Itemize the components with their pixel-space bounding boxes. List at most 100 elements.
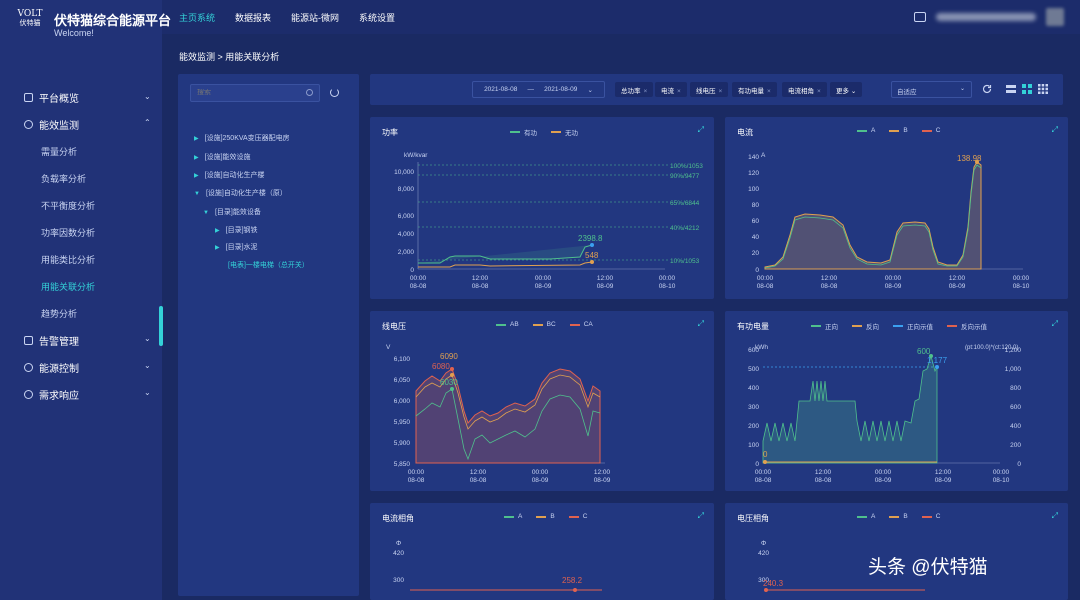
close-icon[interactable]: × (643, 88, 648, 95)
sidebar-sub-demand[interactable]: 需量分析 (41, 147, 78, 157)
legend-item[interactable]: A (857, 513, 875, 520)
close-icon[interactable]: × (767, 88, 771, 95)
legend-item[interactable]: 正向示值 (893, 321, 933, 331)
chevron-down-icon[interactable]: ⌄ (144, 92, 151, 101)
search-input[interactable] (197, 89, 297, 96)
sidebar-item-alarm[interactable]: 告警管理 (24, 333, 79, 348)
legend-item[interactable]: 有功 (510, 127, 537, 137)
x-tick: 00:00 (755, 469, 772, 476)
grid2-view-icon[interactable] (1022, 84, 1032, 94)
nav-home-system[interactable]: 主页系统 (179, 13, 216, 23)
y-tick: 2,000 (398, 249, 415, 256)
close-icon[interactable]: × (817, 88, 821, 95)
sidebar-item-energy-control[interactable]: 能源控制 (24, 360, 79, 375)
sidebar-sub-trend[interactable]: 趋势分析 (41, 309, 78, 319)
ref-label: 100%/1053 (670, 163, 703, 170)
metric-tag[interactable]: 电流相角 × (782, 82, 827, 97)
metric-tag[interactable]: 有功电量 × (732, 82, 777, 97)
y-tick: 140 (748, 154, 759, 161)
nav-data-report[interactable]: 数据报表 (235, 13, 272, 23)
caret-right-icon: ▶ (215, 245, 220, 251)
x-tick: 08-08 (472, 283, 489, 290)
chevron-down-icon[interactable]: ⌄ (144, 361, 151, 370)
tree-node[interactable]: ▶ [设施]250KVA变压器配电房 (194, 135, 290, 142)
expand-icon[interactable]: ⤢ (697, 125, 704, 134)
chevron-down-icon: ⌄ (587, 86, 593, 94)
mode-select[interactable]: 自适应 ⌄ (891, 81, 972, 98)
grid3-view-icon[interactable] (1038, 84, 1048, 94)
legend-item[interactable]: 正向 (811, 321, 838, 331)
sidebar-item-efficiency[interactable]: 能效监测 (24, 117, 79, 132)
caret-right-icon: ▶ (194, 173, 199, 179)
close-icon[interactable]: × (677, 88, 681, 95)
tree-node[interactable]: ▼ [目录]能效设备 (203, 209, 261, 216)
panel-title: 电流 (737, 128, 753, 137)
expand-icon[interactable]: ⤢ (1051, 319, 1058, 328)
metric-tag[interactable]: 总功率 × (615, 82, 654, 97)
sidebar-sub-correlation[interactable]: 用能关联分析 (41, 282, 96, 292)
legend-item[interactable]: CA (569, 321, 593, 328)
sidebar-sub-imbalance[interactable]: 不平衡度分析 (41, 201, 96, 211)
tree-node[interactable]: ▶ [设施]自动化生产楼 (194, 172, 265, 179)
nav-system-settings[interactable]: 系统设置 (359, 13, 396, 23)
avatar[interactable] (1046, 8, 1064, 26)
user-name[interactable] (936, 13, 1036, 21)
tree-node[interactable]: ▶ [目录]钢铁 (215, 227, 258, 234)
nav-energy-station[interactable]: 能源站-微网 (291, 13, 340, 23)
chevron-down-icon[interactable]: ⌄ (144, 334, 151, 343)
legend-item[interactable]: A (857, 127, 875, 134)
legend-item[interactable]: C (568, 513, 587, 520)
legend-item[interactable]: BC (532, 321, 556, 328)
expand-icon[interactable]: ⤢ (1051, 125, 1058, 134)
close-icon[interactable]: × (718, 88, 723, 95)
metric-tag[interactable]: 线电压 × (690, 82, 729, 97)
legend-item[interactable]: C (921, 127, 940, 134)
legend-item[interactable]: 无功 (551, 127, 578, 137)
logo-area: VOLT 伏特猫 伏特猫综合能源平台 Welcome! (0, 0, 171, 60)
chevron-up-icon[interactable]: ⌃ (144, 118, 151, 127)
tree-node-selected[interactable]: [电表]一楼电梯（总开关） (228, 262, 309, 269)
message-icon[interactable] (914, 12, 926, 22)
sidebar-sub-load-rate[interactable]: 负载率分析 (41, 174, 87, 184)
legend-item[interactable]: B (536, 513, 555, 520)
y-tick-right: 200 (1010, 442, 1021, 449)
refresh-icon[interactable] (982, 84, 992, 94)
tree-node[interactable]: ▼ [设施]自动化生产楼（原） (194, 190, 287, 197)
sidebar-item-overview[interactable]: 平台概览 (24, 90, 79, 105)
expand-icon[interactable]: ⤢ (697, 319, 704, 328)
x-tick: 00:00 (659, 275, 676, 282)
sidebar-sub-comparison[interactable]: 用能类比分析 (41, 255, 96, 265)
expand-icon[interactable]: ⤢ (1051, 511, 1058, 520)
legend-item[interactable]: 反向示值 (947, 321, 987, 331)
x-tick: 08-08 (821, 283, 838, 290)
list-view-icon[interactable] (1006, 84, 1016, 94)
sidebar-item-demand-response[interactable]: 需求响应 (24, 387, 79, 402)
gauge-icon (24, 120, 33, 129)
sidebar-sub-power-factor[interactable]: 功率因数分析 (41, 228, 96, 238)
y-tick: 420 (758, 550, 769, 557)
legend-item[interactable]: B (889, 127, 908, 134)
legend-item[interactable]: A (504, 513, 522, 520)
date-range-picker[interactable]: 2021-08-08 — 2021-08-09 ⌄ (472, 81, 605, 98)
y-tick: 500 (748, 366, 759, 373)
chevron-down-icon: ⌄ (850, 88, 857, 95)
search-icon[interactable] (306, 89, 313, 96)
tree-node[interactable]: ▶ [设施]能效设施 (194, 154, 251, 161)
chevron-down-icon[interactable]: ⌄ (144, 388, 151, 397)
legend-item[interactable]: 反向 (852, 321, 879, 331)
expand-icon[interactable]: ⤢ (697, 511, 704, 520)
x-tick: 12:00 (472, 275, 489, 282)
sidebar-collapse-handle[interactable] (159, 306, 163, 346)
y-tick: 5,900 (394, 440, 411, 447)
power-chart: kW/kvar 0 2,000 4,000 6,000 8,000 10,000… (394, 152, 703, 290)
legend-item[interactable]: C (921, 513, 940, 520)
x-tick: 00:00 (532, 469, 549, 476)
more-tags-button[interactable]: 更多 ⌄ (830, 82, 863, 97)
y-tick: 100 (748, 442, 759, 449)
tree-node[interactable]: ▶ [目录]水泥 (215, 244, 258, 251)
unit-label: A (761, 152, 766, 159)
legend-item[interactable]: B (889, 513, 908, 520)
legend-item[interactable]: AB (496, 321, 519, 328)
refresh-icon[interactable] (330, 88, 339, 97)
metric-tag[interactable]: 电流 × (655, 82, 687, 97)
